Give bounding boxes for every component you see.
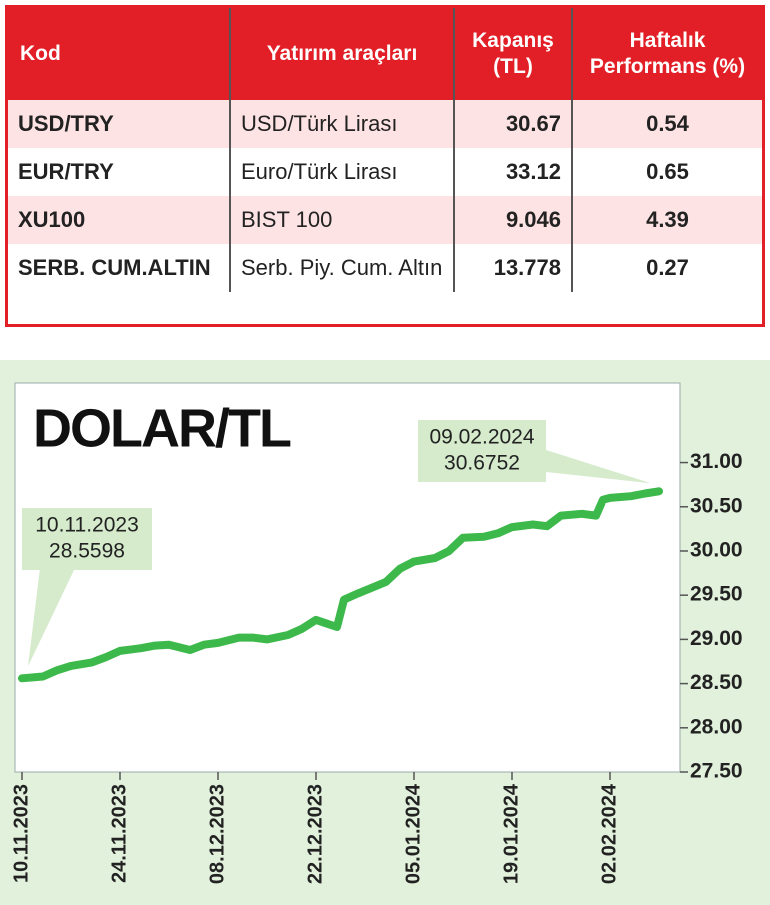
table-cell: 9.046 (453, 196, 572, 244)
y-tick-label: 30.50 (690, 494, 743, 517)
y-tick-label: 28.50 (690, 671, 743, 694)
callout-pointer (28, 568, 75, 667)
table-body: USD/TRY USD/Türk Lirası 30.67 0.54 EUR/TRY Eu… (8, 100, 762, 292)
x-tick-label: 05.01.2024 (402, 783, 424, 884)
table-row: USD/TRY USD/Türk Lirası 30.67 0.54 (8, 100, 762, 148)
x-tick-label: 10.11.2023 (10, 784, 32, 883)
table-cell: Euro/Türk Lirası (229, 148, 454, 196)
x-tick-label: 02.02.2024 (598, 783, 620, 884)
table-cell: 0.54 (571, 100, 762, 148)
table-row: EUR/TRY Euro/Türk Lirası 33.12 0.65 (8, 148, 762, 196)
y-tick-label: 31.00 (690, 450, 743, 473)
table-cell: SERB. CUM.ALTIN (18, 255, 211, 280)
header-cell: Haftalık Performans (%) (571, 8, 762, 100)
table-cell: USD/Türk Lirası (229, 100, 454, 148)
x-tick-label: 24.11.2023 (108, 784, 130, 883)
table-box: Kod Yatırım araçları Kapanış (TL) Haftalık … (5, 5, 765, 327)
table-row: XU100 BIST 100 9.046 4.39 (8, 196, 762, 244)
y-tick-label: 28.00 (690, 715, 743, 738)
callout-date: 10.11.2023 (35, 514, 139, 537)
y-tick-label: 29.50 (690, 583, 743, 606)
table: Kod Yatırım araçları Kapanış (TL) Haftalık … (8, 8, 762, 292)
chart: DOLAR/TL 27.50 28.00 28.50 29.00 29.50 30.00 3… (0, 360, 770, 905)
table-cell: 30.67 (453, 100, 572, 148)
table-row: SERB. CUM.ALTIN Serb. Piy. Cum. Altın 13.7… (8, 244, 762, 292)
y-tick-label: 30.00 (690, 539, 743, 562)
table-cell: BIST 100 (229, 196, 454, 244)
callout-box (22, 508, 152, 570)
table-cell: EUR/TRY (18, 159, 114, 184)
table-cell: Serb. Piy. Cum. Altın (229, 244, 454, 292)
table-cell: 0.27 (571, 244, 762, 292)
y-tick-label: 27.50 (690, 760, 743, 783)
callout-box (418, 420, 546, 482)
y-tick-label: 29.00 (690, 627, 743, 650)
x-tick-label: 08.12.2023 (206, 784, 228, 884)
table-cell: 0.65 (571, 148, 762, 196)
x-tick-label: 22.12.2023 (304, 784, 326, 884)
callout-value: 30.6752 (444, 452, 520, 475)
table-cell: USD/TRY (8, 100, 230, 148)
header-cell: Yatırım araçları (229, 8, 454, 100)
table-cell: 33.12 (453, 148, 572, 196)
table-cell: XU100 (8, 196, 230, 244)
header-row: Kod Yatırım araçları Kapanış (TL) Haftalık … (8, 8, 762, 100)
header-cell: Kapanış (TL) (453, 8, 572, 100)
x-tick-label: 19.01.2024 (500, 783, 522, 884)
line (18, 487, 663, 683)
header-cell: Kod (8, 8, 230, 100)
table-cell: 13.778 (453, 244, 572, 292)
plot-area (14, 382, 681, 773)
chart-title: DOLAR/TL (33, 398, 291, 458)
callout-date: 09.02.2024 (429, 426, 534, 449)
table-cell: 4.39 (571, 196, 762, 244)
callout-value: 28.5598 (49, 540, 125, 563)
